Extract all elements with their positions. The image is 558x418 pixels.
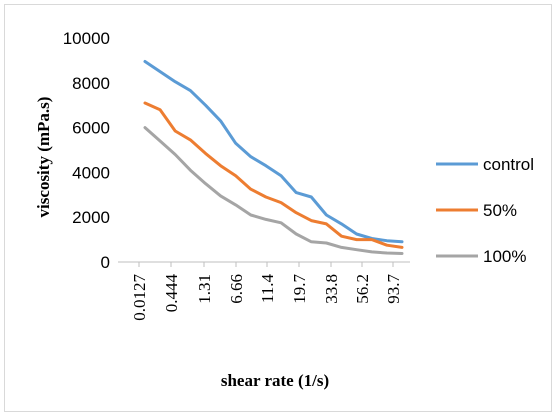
legend-label: control (483, 155, 534, 174)
y-axis-title: viscosity (mPa.s) (34, 97, 53, 218)
line-chart: 0 2000 4000 6000 8000 10000 0.0127 0.444 1.31 6.… (34, 29, 534, 390)
x-tick-label: 56.2 (353, 274, 372, 304)
legend-label: 100% (483, 247, 526, 266)
y-tick-label: 8000 (72, 74, 110, 93)
y-tick-label: 4000 (72, 163, 110, 182)
chart-frame: 0 2000 4000 6000 8000 10000 0.0127 0.444 1.31 6.… (4, 4, 552, 412)
x-tick-labels: 0.0127 0.444 1.31 6.66 11.4 19.7 33.8 56.2 93.7 (130, 274, 403, 321)
legend: control 50% 100% (436, 155, 534, 266)
x-tick-label: 0.0127 (130, 274, 149, 321)
series-line (143, 60, 404, 244)
x-axis-title: shear rate (1/s) (221, 371, 329, 390)
x-tick-label: 93.7 (384, 274, 403, 304)
x-tick-label: 11.4 (258, 274, 277, 304)
y-tick-labels: 0 2000 4000 6000 8000 10000 (63, 29, 110, 272)
x-tick-label: 19.7 (290, 274, 309, 304)
y-tick-label: 0 (101, 253, 110, 272)
y-tick-label: 10000 (63, 29, 110, 48)
axes (118, 261, 410, 267)
series-line (143, 101, 404, 249)
x-tick-marks (138, 262, 394, 267)
x-tick-label: 0.444 (162, 274, 181, 313)
legend-label: 50% (483, 201, 517, 220)
y-tick-label: 2000 (72, 208, 110, 227)
x-tick-label: 6.66 (227, 274, 246, 304)
y-tick-label: 6000 (72, 119, 110, 138)
x-tick-label: 1.31 (195, 274, 214, 304)
x-tick-label: 33.8 (322, 274, 341, 304)
series-line (143, 126, 404, 255)
series-lines (143, 60, 404, 255)
